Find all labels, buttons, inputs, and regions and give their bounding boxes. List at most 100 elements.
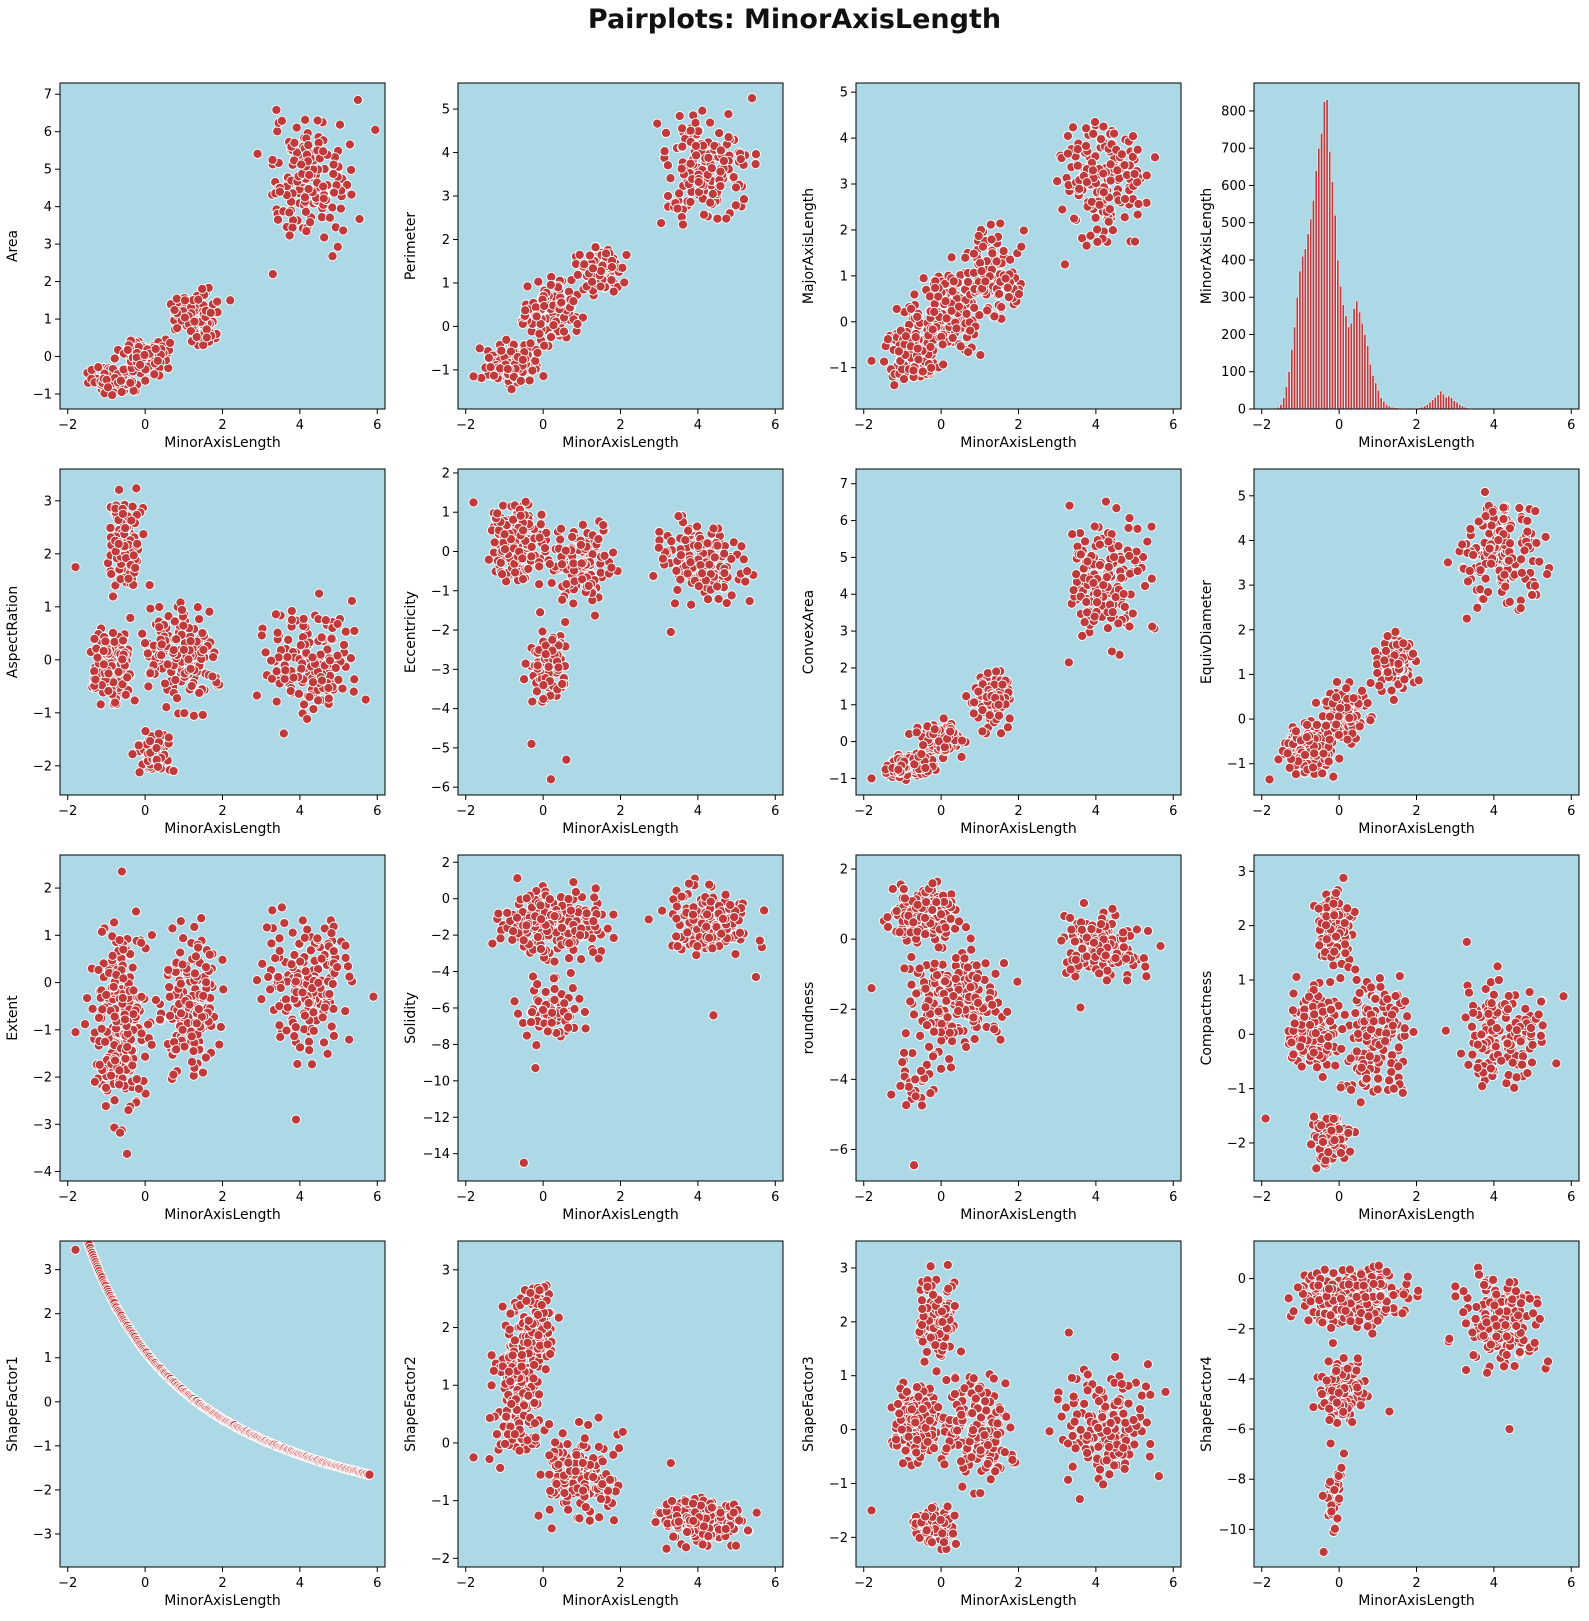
scatter-point bbox=[274, 933, 285, 944]
scatter-point bbox=[560, 617, 571, 628]
scatter-point bbox=[171, 634, 182, 645]
scatter-point bbox=[1465, 523, 1476, 534]
scatter-point bbox=[750, 149, 762, 160]
scatter-point bbox=[1540, 531, 1551, 542]
scatter-point bbox=[318, 181, 329, 192]
data-marks bbox=[82, 94, 381, 401]
scatter-point bbox=[517, 553, 528, 564]
scatter-point bbox=[706, 163, 717, 174]
x-axis-label: MinorAxisLength bbox=[164, 821, 281, 837]
scatter-point bbox=[89, 666, 100, 677]
scatter-point bbox=[368, 991, 379, 1002]
scatter-point bbox=[101, 989, 112, 1000]
scatter-point bbox=[714, 128, 725, 139]
y-tick-label: 500 bbox=[1221, 216, 1246, 231]
scatter-point bbox=[599, 550, 610, 561]
scatter-point bbox=[665, 626, 676, 638]
scatter-point bbox=[352, 94, 363, 105]
scatter-point bbox=[1079, 617, 1090, 628]
scatter-point bbox=[154, 1014, 165, 1025]
subplot-3: −2 0 2 4 6−1012345MinorAxisLengthMajorAxisLe… bbox=[801, 82, 1182, 451]
scatter-point bbox=[1089, 521, 1100, 532]
scatter-point bbox=[349, 625, 360, 636]
scatter-point bbox=[1109, 552, 1120, 563]
scatter-point bbox=[272, 214, 284, 225]
scatter-point bbox=[1379, 655, 1390, 666]
histogram-bar bbox=[1301, 256, 1304, 409]
scatter-point bbox=[532, 347, 543, 358]
scatter-point bbox=[1002, 282, 1013, 293]
scatter-point bbox=[117, 679, 128, 690]
scatter-point bbox=[693, 540, 704, 551]
scatter-point bbox=[1457, 539, 1468, 550]
scatter-point bbox=[1067, 122, 1079, 133]
scatter-point bbox=[344, 139, 355, 150]
scatter-point bbox=[1103, 561, 1114, 573]
scatter-point bbox=[1142, 536, 1153, 547]
scatter-point bbox=[1362, 698, 1373, 709]
scatter-point bbox=[327, 251, 338, 262]
histogram-bar bbox=[1439, 390, 1442, 409]
scatter-point bbox=[107, 390, 118, 401]
scatter-point bbox=[313, 695, 324, 706]
x-tick-label: 2 bbox=[616, 804, 624, 819]
scatter-point bbox=[1374, 680, 1385, 691]
scatter-point bbox=[608, 286, 619, 297]
scatter-point bbox=[266, 673, 278, 684]
scatter-point bbox=[286, 959, 297, 970]
scatter-point bbox=[1107, 607, 1118, 618]
scatter-point bbox=[145, 603, 156, 614]
scatter-point bbox=[1089, 116, 1101, 128]
data-marks bbox=[866, 116, 1161, 391]
scatter-point bbox=[279, 918, 290, 929]
scatter-point bbox=[583, 580, 594, 591]
scatter-point bbox=[198, 644, 209, 655]
scatter-point bbox=[327, 202, 338, 213]
scatter-point bbox=[135, 359, 146, 370]
scatter-point bbox=[1092, 224, 1103, 235]
scatter-point bbox=[676, 163, 687, 174]
scatter-point bbox=[290, 1114, 302, 1125]
scatter-point bbox=[595, 567, 606, 578]
scatter-point bbox=[527, 696, 538, 707]
histogram-bar bbox=[1341, 304, 1345, 409]
y-tick-label: 1 bbox=[44, 313, 52, 328]
y-tick-label: 7 bbox=[44, 88, 52, 103]
scatter-point bbox=[1068, 585, 1079, 596]
scatter-point bbox=[169, 304, 180, 316]
scatter-point bbox=[568, 558, 579, 569]
scatter-point bbox=[1514, 502, 1525, 514]
scatter-point bbox=[882, 334, 893, 345]
scatter-point bbox=[730, 182, 742, 193]
scatter-point bbox=[332, 241, 343, 252]
scatter-point bbox=[587, 263, 599, 274]
scatter-point bbox=[584, 250, 595, 261]
scatter-point bbox=[266, 655, 277, 666]
data-marks bbox=[1276, 99, 1480, 409]
data-marks bbox=[1264, 486, 1555, 785]
scatter-point bbox=[1284, 762, 1295, 773]
x-tick-label: 6 bbox=[373, 418, 381, 433]
scatter-point bbox=[204, 606, 215, 617]
x-tick-label: 0 bbox=[141, 804, 149, 819]
scatter-point bbox=[593, 534, 604, 545]
scatter-point bbox=[715, 145, 726, 156]
scatter-point bbox=[544, 894, 555, 905]
scatter-point bbox=[299, 932, 310, 943]
scatter-point bbox=[1493, 535, 1504, 546]
scatter-point bbox=[284, 207, 295, 218]
scatter-point bbox=[519, 674, 530, 685]
histogram-bar bbox=[1366, 345, 1369, 409]
scatter-point bbox=[965, 325, 976, 336]
scatter-point bbox=[312, 115, 323, 126]
scatter-point bbox=[304, 169, 315, 181]
scatter-point bbox=[98, 659, 109, 670]
scatter-point bbox=[538, 680, 549, 691]
y-tick-label: −1 bbox=[33, 1023, 52, 1038]
scatter-point bbox=[1063, 657, 1074, 668]
scatter-point bbox=[1328, 771, 1339, 782]
x-axis-label: MinorAxisLength bbox=[562, 435, 679, 451]
scatter-point bbox=[938, 713, 949, 724]
scatter-point bbox=[1473, 516, 1484, 527]
